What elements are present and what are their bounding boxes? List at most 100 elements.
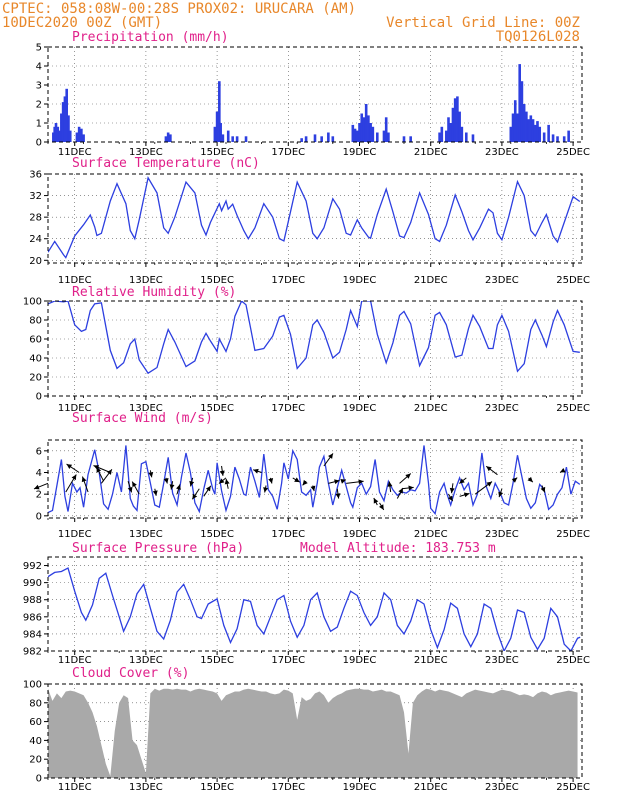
wind-arrow	[263, 485, 269, 493]
precip-bar	[82, 134, 85, 142]
x-tick-label: 11DEC	[58, 275, 92, 286]
y-tick-label: 2	[36, 100, 42, 111]
precip-bar	[164, 136, 168, 142]
x-tick-label: 23DEC	[485, 275, 519, 286]
y-tick-label: 100	[23, 297, 42, 308]
panel-frame	[47, 46, 583, 143]
precip-bar	[67, 115, 70, 142]
wind-arrow	[152, 488, 158, 496]
panel-title: Precipitation (mm/h)	[72, 30, 229, 45]
x-tick-label: 23DEC	[485, 782, 519, 793]
x-tick-label: 25DEC	[556, 655, 590, 666]
y-tick-label: 20	[29, 373, 42, 384]
panel-frame	[47, 556, 583, 652]
precip-bar	[449, 123, 453, 142]
precip-bar	[77, 126, 81, 142]
precip-bar	[65, 88, 68, 142]
wind-arrow	[191, 488, 200, 500]
precip-bar	[387, 132, 390, 142]
wind-arrow	[459, 492, 470, 498]
wind-arrow	[127, 481, 133, 493]
y-tick-label: 0	[36, 392, 42, 403]
precip-bar	[518, 64, 521, 142]
x-tick-label: 25DEC	[556, 403, 590, 414]
wind-arrow	[33, 482, 49, 490]
precip-bar	[531, 119, 535, 142]
panel-title: Surface Pressure (hPa)	[72, 541, 244, 556]
precip-bar	[367, 115, 370, 142]
x-tick-label: 11DEC	[58, 529, 92, 540]
precip-bar	[520, 81, 524, 142]
x-tick-label: 17DEC	[271, 403, 305, 414]
panel-4: 982 984 986 988 990 992 11DEC 13DEC 15DEC 17DEC 19…	[23, 541, 590, 666]
wind-arrow	[379, 502, 385, 511]
precip-bar	[451, 107, 455, 142]
x-tick-label: 21DEC	[414, 147, 448, 158]
precip-bar	[320, 136, 323, 142]
wind-arrow	[458, 477, 467, 484]
precip-bar	[327, 132, 330, 142]
precip-bar	[52, 132, 55, 142]
wind-arrow	[335, 488, 341, 499]
x-tick-label: 21DEC	[414, 529, 448, 540]
precip-bar	[458, 111, 461, 142]
precip-bar	[75, 132, 79, 142]
x-tick-label: 13DEC	[129, 147, 163, 158]
y-tick-label: 24	[29, 234, 42, 245]
panel-title: Relative Humidity (%)	[72, 285, 236, 300]
wind-arrow	[65, 474, 77, 493]
y-tick-label: 4	[36, 468, 42, 479]
precip-bar	[376, 132, 379, 142]
precip-bar	[54, 123, 58, 142]
precip-bar	[215, 111, 219, 142]
panel-5: 0 20 40 60 80 100 11DEC 13DEC 15DEC 17DEC 19DEC 21D…	[23, 666, 590, 793]
precip-bar	[460, 126, 464, 142]
panel-frame	[47, 300, 583, 397]
y-tick-label: 60	[29, 335, 42, 346]
wind-arrow	[346, 479, 364, 485]
x-tick-label: 13DEC	[129, 655, 163, 666]
x-tick-label: 15DEC	[200, 529, 234, 540]
y-tick-label: 5	[36, 43, 42, 54]
wind-arrow	[340, 478, 347, 484]
wind-arrow	[292, 477, 301, 483]
x-tick-label: 13DEC	[129, 529, 163, 540]
y-tick-label: 20	[29, 256, 42, 267]
y-tick-label: 28	[29, 213, 42, 224]
precip-bar	[353, 128, 357, 142]
wind-arrow	[268, 477, 274, 484]
x-tick-label: 19DEC	[343, 782, 377, 793]
x-tick-label: 17DEC	[271, 147, 305, 158]
x-tick-label: 23DEC	[485, 655, 519, 666]
precip-bar	[533, 124, 537, 142]
x-tick-label: 15DEC	[200, 275, 234, 286]
y-tick-label: 992	[23, 561, 42, 572]
x-tick-label: 25DEC	[556, 275, 590, 286]
precip-bar	[513, 100, 517, 142]
precip-bar	[516, 113, 519, 142]
x-tick-label: 19DEC	[343, 655, 377, 666]
wind-arrow	[176, 484, 181, 495]
precip-bar	[447, 117, 450, 142]
precip-bar	[444, 130, 448, 142]
y-tick-label: 60	[29, 717, 42, 728]
panel-0: 0 1 2 3 4 5 11DEC 13DEC 15DEC 17DEC 19DEC 21DEC 23DE…	[36, 30, 590, 158]
series-line	[48, 301, 580, 375]
precip-bar	[166, 132, 170, 142]
x-tick-label: 21DEC	[414, 655, 448, 666]
panel-1: 20 24 28 32 36 11DEC 13DEC 15DEC 17DEC 19DEC 21DEC…	[29, 156, 590, 286]
wind-arrow	[189, 477, 195, 487]
x-tick-label: 11DEC	[58, 403, 92, 414]
precip-bar	[409, 136, 412, 142]
precip-bar	[456, 96, 459, 142]
precip-bar	[60, 113, 63, 142]
y-tick-label: 80	[29, 698, 42, 709]
x-tick-label: 25DEC	[556, 529, 590, 540]
precip-bar	[527, 119, 530, 142]
wind-arrow	[449, 483, 455, 494]
precip-bar	[63, 96, 67, 142]
precip-bar	[80, 128, 83, 142]
series-line	[48, 176, 581, 259]
x-tick-label: 15DEC	[200, 655, 234, 666]
